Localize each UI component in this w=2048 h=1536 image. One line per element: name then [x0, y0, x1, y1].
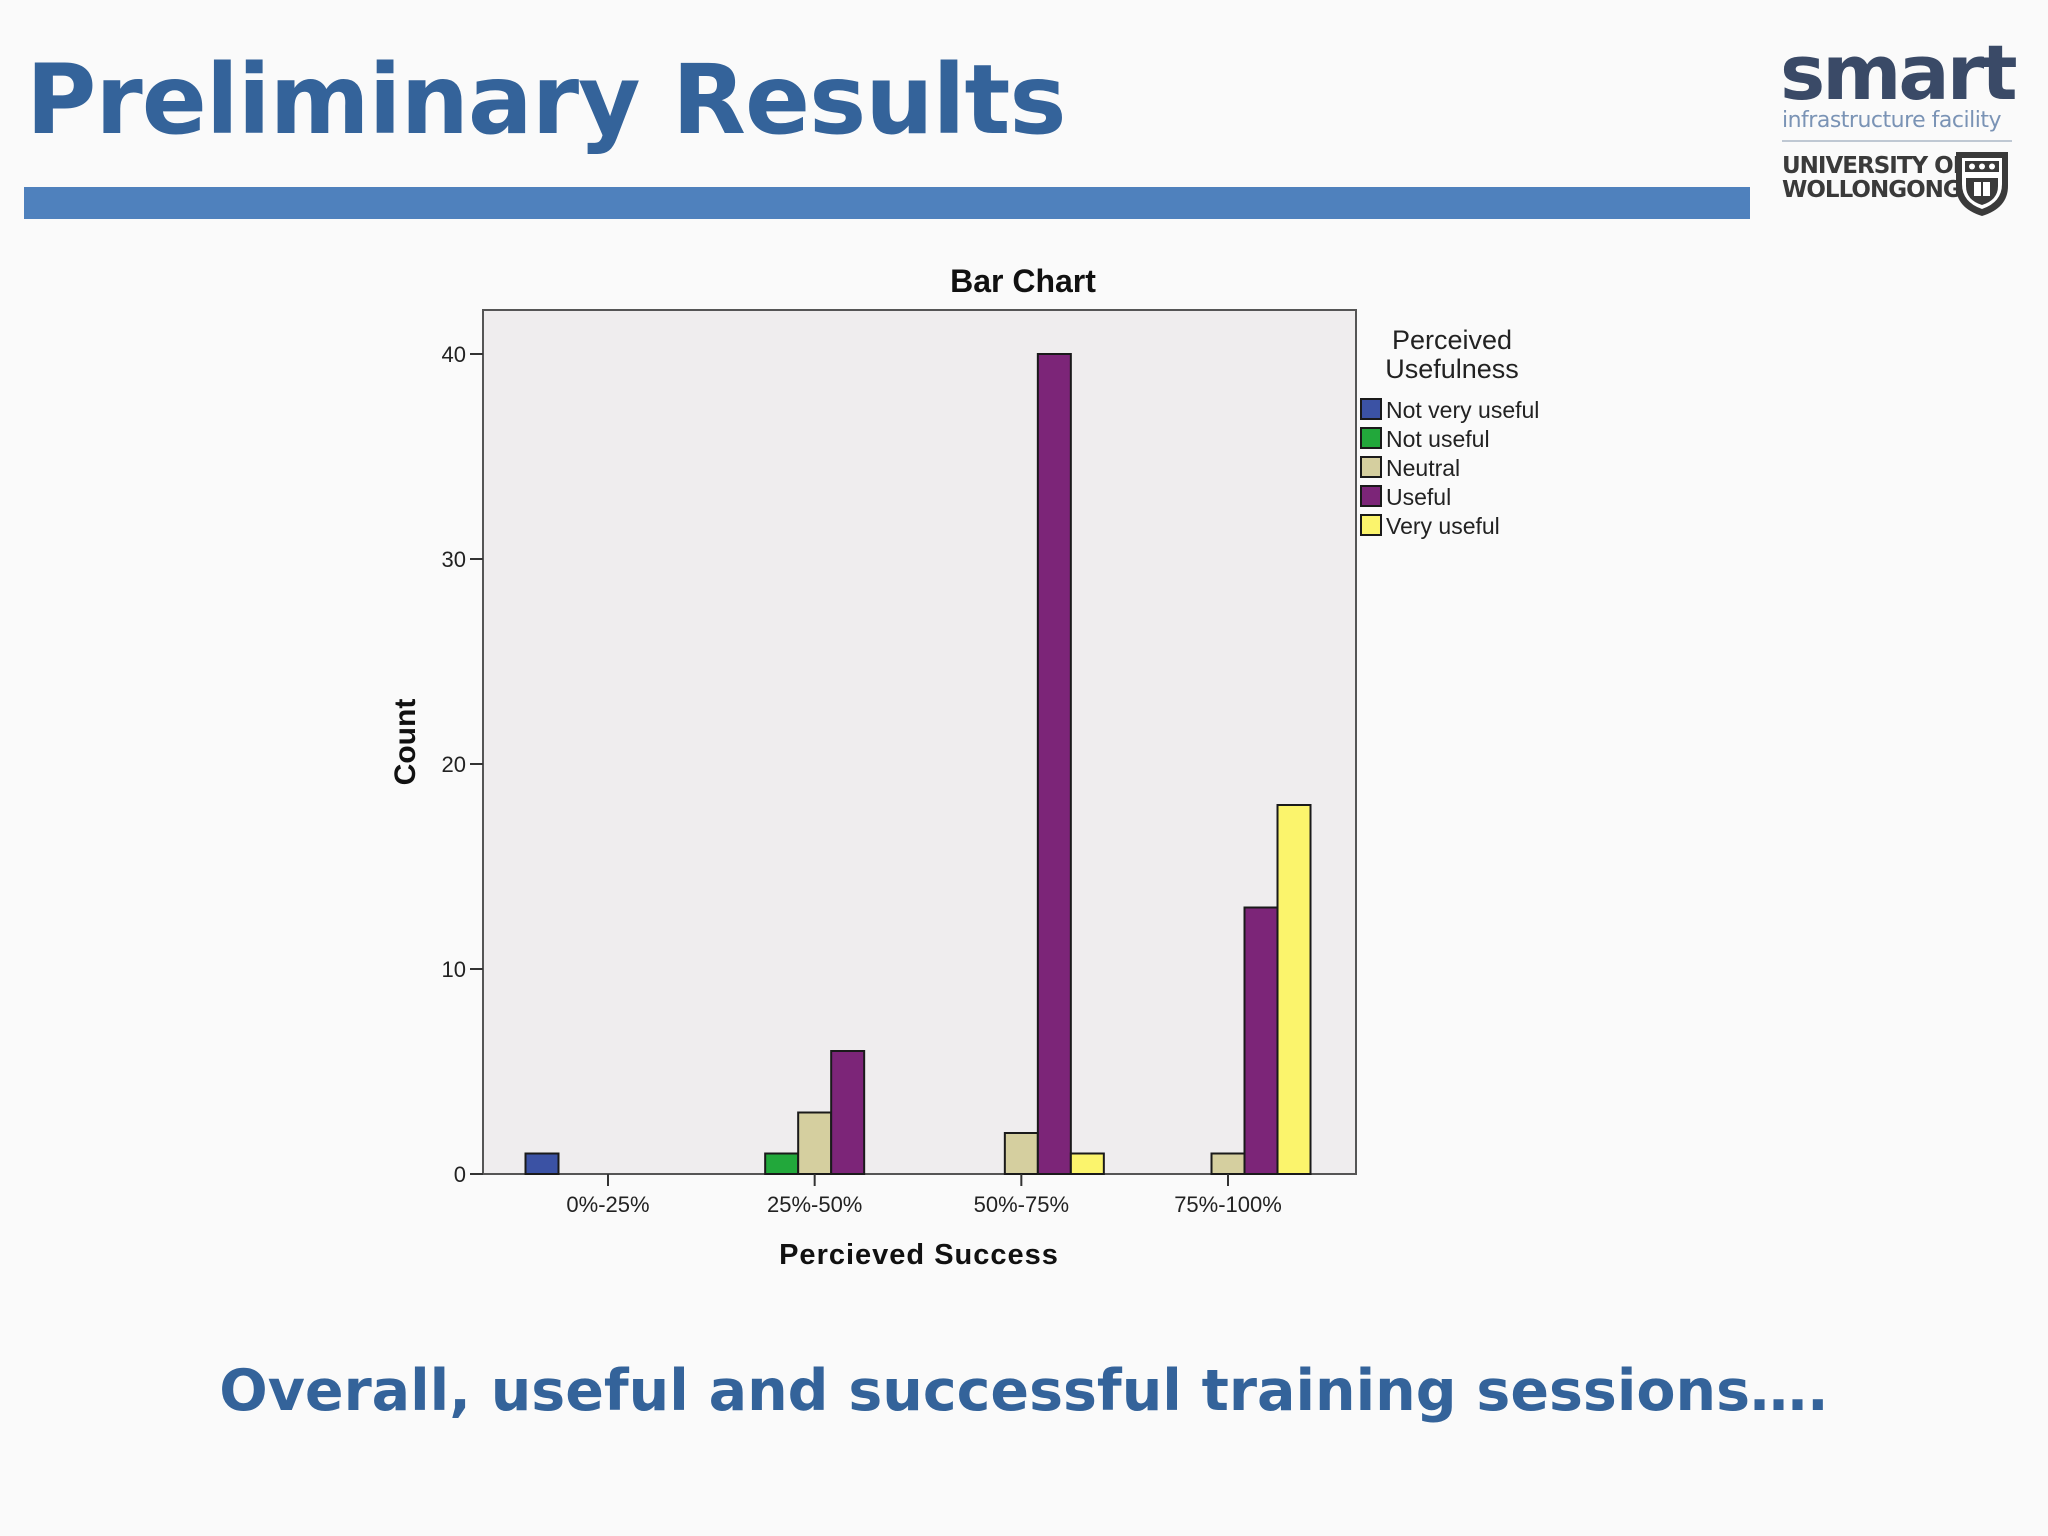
- legend-title: Perceived Usefulness: [1385, 325, 1519, 384]
- legend-label: Not very useful: [1386, 397, 1539, 423]
- logo-university-line2: WOLLONGONG: [1782, 177, 1962, 203]
- legend-swatch: [1360, 398, 1382, 420]
- university-logo: smart infrastructure facility UNIVERSITY…: [1780, 30, 2020, 230]
- x-axis-label: Percieved Success: [779, 1239, 1059, 1271]
- bar-25%-50%-useful: [830, 1050, 866, 1175]
- x-tick-label: 50%-75%: [974, 1192, 1069, 1217]
- logo-brand: smart: [1780, 28, 2018, 117]
- bar-75%-100%-neutral: [1210, 1152, 1246, 1175]
- y-tick-label: 20: [442, 752, 466, 777]
- bar-25%-50%-neutral: [797, 1111, 833, 1175]
- y-axis: 0 10 20 30 40: [442, 342, 483, 1187]
- bar-50%-75%-neutral: [1003, 1132, 1039, 1175]
- legend-swatch: [1360, 456, 1382, 478]
- bar-50%-75%-very-useful: [1069, 1152, 1105, 1175]
- y-axis-label: Count: [389, 699, 422, 786]
- y-tick-label: 30: [442, 547, 466, 572]
- chart-title: Bar Chart: [950, 263, 1096, 299]
- legend-swatch: [1360, 514, 1382, 536]
- x-tick-label: 25%-50%: [767, 1192, 862, 1217]
- bar-0%-25%-not-very-useful: [524, 1152, 560, 1175]
- y-tick-label: 40: [442, 342, 466, 367]
- y-tick-label: 10: [442, 957, 466, 982]
- logo-university-line1: UNIVERSITY OF: [1782, 153, 1968, 179]
- legend-label: Neutral: [1386, 455, 1460, 481]
- bar-chart: Bar Chart 0 10 20 30 40 0%-25% 25%-50% 50%-75%…: [389, 263, 1539, 1271]
- legend-label: Not useful: [1386, 426, 1490, 452]
- bar-75%-100%-useful: [1243, 906, 1279, 1175]
- legend-swatch: [1360, 485, 1382, 507]
- legend-label: Very useful: [1386, 513, 1500, 539]
- slide-title: Preliminary Results: [26, 44, 1066, 156]
- logo-university: UNIVERSITY OF WOLLONGONG: [1782, 153, 1968, 203]
- plot-area: [482, 309, 1357, 1175]
- legend-label: Useful: [1386, 484, 1451, 510]
- bar-50%-75%-useful: [1036, 353, 1072, 1175]
- logo-tagline: infrastructure facility: [1782, 108, 2001, 133]
- conclusion-text: Overall, useful and successful training …: [219, 1358, 1829, 1424]
- x-tick-label: 0%-25%: [566, 1192, 649, 1217]
- title-rule: [24, 187, 1750, 219]
- x-axis: 0%-25% 25%-50% 50%-75% 75%-100%: [566, 1174, 1282, 1217]
- bar-75%-100%-very-useful: [1276, 804, 1312, 1175]
- x-tick-label: 75%-100%: [1174, 1192, 1282, 1217]
- y-tick-label: 0: [454, 1162, 466, 1187]
- bars-group: [524, 353, 1312, 1175]
- bar-25%-50%-not-useful: [764, 1152, 800, 1175]
- legend-swatch: [1360, 427, 1382, 449]
- crest-icon: [1956, 152, 2008, 216]
- legend: Perceived Usefulness Not very useful Not u…: [1360, 325, 1539, 539]
- logo-divider: [1782, 140, 2012, 142]
